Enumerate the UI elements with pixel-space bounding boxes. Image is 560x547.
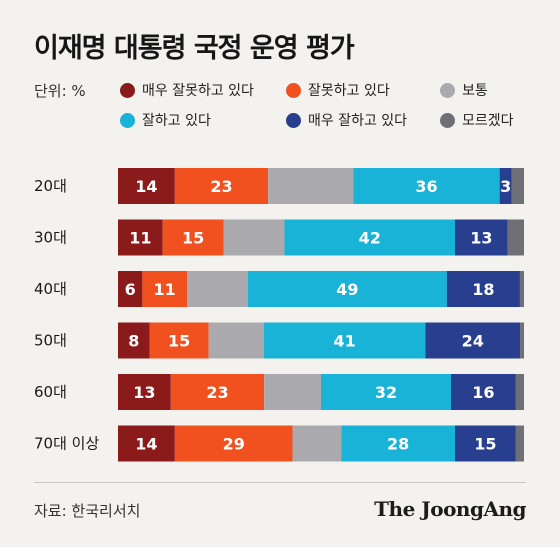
bar-segment [454, 219, 508, 256]
bar-segment [118, 374, 171, 410]
bar-segment [263, 322, 426, 359]
data-label: 3 [500, 177, 511, 196]
legend-item-very-bad: 매우 잘못하고 있다 [120, 80, 254, 100]
legend-swatch [120, 112, 135, 128]
bar-segment [142, 271, 188, 307]
legend-label: 잘못하고 있다 [308, 83, 390, 99]
bar-segment [187, 271, 248, 307]
bar-segment [174, 168, 269, 204]
bar-segment [507, 219, 524, 256]
bar-segment [208, 322, 264, 359]
category-label: 20대 [34, 177, 67, 195]
data-label: 13 [470, 229, 492, 248]
data-label: 23 [210, 177, 232, 196]
data-label: 6 [125, 280, 136, 299]
legend-swatch [120, 82, 135, 98]
data-label: 8 [128, 332, 139, 351]
brand-logo: The JoongAng [374, 497, 526, 521]
legend-label: 매우 잘하고 있다 [308, 113, 408, 129]
footer-divider [34, 482, 526, 483]
bar-segment [223, 219, 285, 256]
bar-segment [450, 374, 516, 410]
category-label: 60대 [34, 383, 67, 401]
bar-segment [118, 322, 150, 359]
source-label: 자료: 한국리서치 [34, 502, 141, 520]
chart-title: 이재명 대통령 국정 운영 평가 [34, 33, 355, 64]
legend-swatch [440, 112, 455, 128]
bar-segment [264, 374, 321, 410]
data-label: 11 [154, 280, 176, 299]
data-label: 16 [472, 383, 494, 402]
data-label: 36 [415, 177, 437, 196]
bar-segment [118, 219, 163, 256]
stacked-bar-chart: 20대 14 23 36 3 30대 11 15 42 13 40대 6 11 49 18 50대 8 15 41 2… [34, 168, 524, 462]
legend-swatch [440, 82, 455, 98]
legend-item-dont-know: 모르겠다 [440, 110, 514, 130]
data-label: 42 [359, 229, 381, 248]
legend-swatch [286, 112, 301, 128]
data-label: 23 [206, 383, 228, 402]
category-label: 70대 이상 [34, 435, 99, 453]
data-label: 15 [168, 332, 190, 351]
data-label: 28 [387, 435, 409, 454]
bar-segment [268, 168, 354, 204]
bar-segment [446, 271, 520, 307]
legend-label: 보통 [462, 83, 488, 99]
bar-segment [341, 425, 455, 462]
bar-segment [515, 425, 524, 462]
data-label: 49 [336, 280, 358, 299]
legend-item-neutral: 보통 [440, 80, 488, 100]
bar-segment [170, 374, 265, 410]
data-label: 15 [474, 435, 496, 454]
bar-segment [162, 219, 224, 256]
bar-segment [118, 168, 175, 204]
bar-segment [174, 425, 293, 462]
bar-segment [284, 219, 455, 256]
data-label: 14 [135, 435, 157, 454]
legend-label: 잘하고 있다 [142, 113, 211, 129]
data-label: 41 [334, 332, 356, 351]
bar-segment [321, 374, 451, 410]
bar-segment [149, 322, 209, 359]
bar-segment [292, 425, 342, 462]
bar-segment [499, 168, 512, 204]
bar-segment [425, 322, 521, 359]
category-label: 30대 [34, 229, 67, 247]
legend-item-good: 잘하고 있다 [120, 110, 211, 130]
bar-segment [454, 425, 516, 462]
category-label: 50대 [34, 332, 67, 350]
data-label: 11 [129, 229, 151, 248]
bar-segment [511, 168, 524, 204]
bar-segment [353, 168, 500, 204]
unit-label: 단위: % [34, 82, 86, 100]
legend-label: 모르겠다 [462, 113, 514, 129]
bar-segment [247, 271, 447, 307]
bar-segment [515, 374, 524, 410]
data-label: 15 [182, 229, 204, 248]
legend-item-very-good: 매우 잘하고 있다 [286, 110, 407, 130]
data-label: 14 [135, 177, 157, 196]
bar-segment [520, 322, 524, 359]
data-label: 18 [472, 280, 494, 299]
legend-swatch [286, 82, 301, 98]
legend-item-bad: 잘못하고 있다 [286, 80, 390, 100]
legend-label: 매우 잘못하고 있다 [142, 83, 254, 99]
bar-segment [118, 271, 143, 307]
data-label: 13 [133, 383, 155, 402]
bar-segment [519, 271, 524, 307]
bar-segment [118, 425, 175, 462]
category-label: 40대 [34, 280, 67, 298]
data-label: 29 [223, 435, 245, 454]
data-label: 32 [375, 383, 397, 402]
data-label: 24 [462, 332, 484, 351]
